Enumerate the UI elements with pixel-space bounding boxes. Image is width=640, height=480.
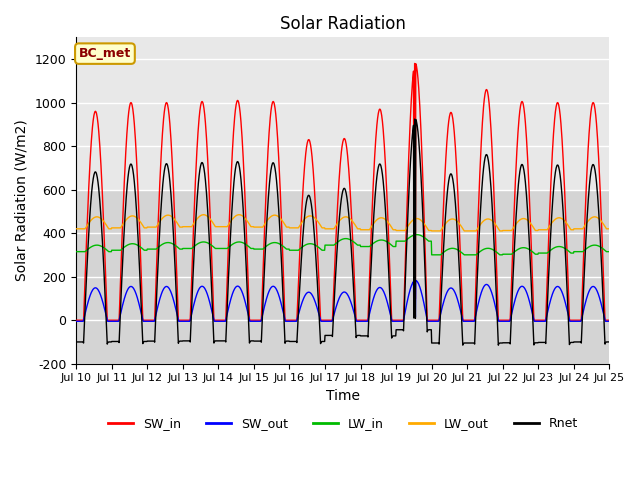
Y-axis label: Solar Radiation (W/m2): Solar Radiation (W/m2) [15,120,29,281]
Text: BC_met: BC_met [79,47,131,60]
Bar [76,37,609,190]
X-axis label: Time: Time [326,389,360,403]
Title: Solar Radiation: Solar Radiation [280,15,406,33]
Bar [76,190,609,364]
Legend: SW_in, SW_out, LW_in, LW_out, Rnet: SW_in, SW_out, LW_in, LW_out, Rnet [103,412,583,435]
